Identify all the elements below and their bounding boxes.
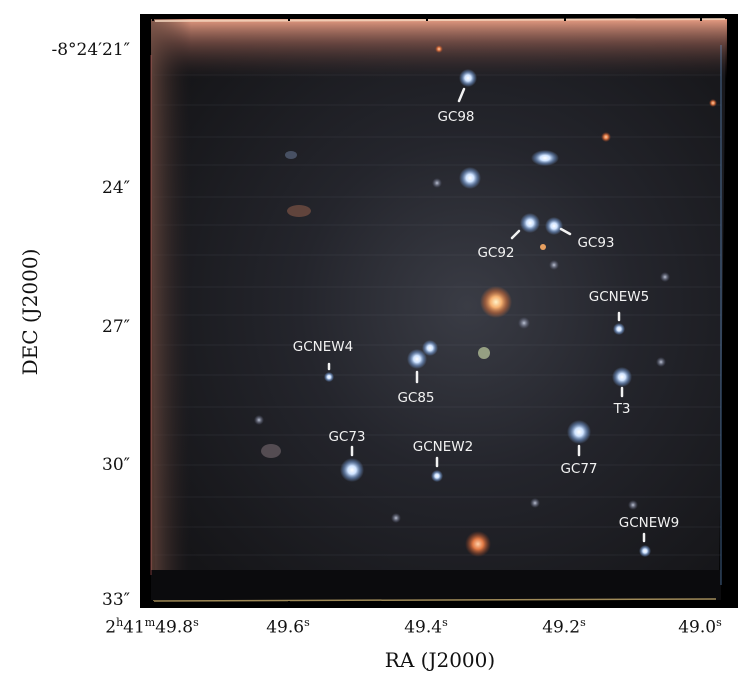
sky-image-frame: GC98 GC92 GC93 GCNEW5 GCNEW4 GC85 T3 GC7… (140, 14, 738, 608)
x-tick-mark (288, 601, 290, 608)
source-label-gcnew9: GCNEW9 (619, 515, 679, 531)
source-label-t3: T3 (613, 401, 631, 417)
x-tick-mark (288, 14, 290, 21)
gc93-pointer (559, 227, 572, 236)
x-tick-mark (152, 601, 154, 608)
y-tick-mark (140, 600, 147, 602)
gc92-pointer (510, 229, 521, 240)
x-tick-mark (700, 14, 702, 21)
y-tick-mark (731, 49, 738, 51)
source-label-gc85: GC85 (397, 390, 434, 406)
x-tick-label-2: 49.6s (266, 616, 310, 638)
x-tick-label-4: 49.2s (542, 616, 586, 638)
x-tick-mark (700, 601, 702, 608)
y-tick-label-2: 24″ (102, 178, 130, 198)
y-tick-mark (731, 464, 738, 466)
y-tick-mark (731, 187, 738, 189)
source-label-gc73: GC73 (328, 429, 365, 445)
y-tick-mark (140, 326, 147, 328)
source-label-gc98: GC98 (437, 109, 474, 125)
y-tick-label-4: 30″ (102, 455, 130, 475)
y-tick-mark (731, 600, 738, 602)
y-axis-label: DEC (J2000) (18, 248, 42, 376)
x-tick-mark (564, 14, 566, 21)
source-label-gc93: GC93 (577, 235, 614, 251)
y-tick-label-3: 27″ (102, 317, 130, 337)
y-tick-label-1: -8°24′21″ (51, 40, 130, 60)
x-tick-label-3: 49.4s (404, 616, 448, 638)
y-tick-label-5: 33″ (102, 590, 130, 610)
y-tick-mark (731, 326, 738, 328)
y-tick-mark (140, 464, 147, 466)
x-tick-label-5: 49.0s (678, 616, 722, 638)
x-tick-mark (426, 601, 428, 608)
x-axis-label: RA (J2000) (384, 648, 496, 672)
gc98-pointer (457, 87, 466, 103)
source-label-gcnew5: GCNEW5 (589, 289, 649, 305)
x-tick-mark (426, 14, 428, 21)
source-label-gc77: GC77 (560, 461, 597, 477)
y-tick-mark (140, 187, 147, 189)
sky-image: GC98 GC92 GC93 GCNEW5 GCNEW4 GC85 T3 GC7… (141, 15, 737, 607)
source-label-gcnew2: GCNEW2 (413, 439, 473, 455)
x-tick-mark (152, 14, 154, 21)
source-label-gc92: GC92 (477, 245, 514, 261)
source-label-gcnew4: GCNEW4 (293, 339, 353, 355)
x-tick-mark (564, 601, 566, 608)
y-tick-mark (140, 49, 147, 51)
x-tick-label-1: 2h41m49.8s (105, 616, 199, 638)
